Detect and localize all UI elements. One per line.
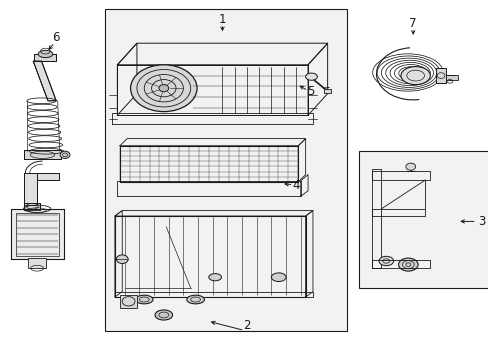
Text: 2: 2	[243, 319, 250, 332]
Polygon shape	[11, 209, 63, 259]
Polygon shape	[34, 54, 56, 61]
Polygon shape	[115, 292, 312, 297]
Polygon shape	[117, 65, 307, 115]
Ellipse shape	[155, 310, 172, 320]
Text: 6: 6	[52, 31, 60, 44]
Text: 4: 4	[291, 179, 299, 192]
Polygon shape	[371, 260, 429, 268]
Polygon shape	[307, 43, 327, 115]
Ellipse shape	[60, 151, 70, 158]
Polygon shape	[371, 209, 425, 216]
Polygon shape	[298, 139, 305, 182]
Ellipse shape	[271, 273, 285, 282]
Polygon shape	[117, 181, 300, 196]
Ellipse shape	[305, 73, 317, 80]
Text: 3: 3	[477, 215, 485, 228]
Ellipse shape	[398, 258, 417, 271]
Polygon shape	[115, 216, 305, 297]
Ellipse shape	[405, 163, 415, 170]
Polygon shape	[305, 211, 312, 297]
Polygon shape	[115, 211, 122, 297]
Ellipse shape	[159, 85, 168, 92]
Ellipse shape	[208, 274, 221, 281]
Ellipse shape	[116, 255, 128, 264]
Polygon shape	[371, 169, 381, 268]
Ellipse shape	[135, 295, 153, 304]
Bar	[120, 295, 137, 308]
Polygon shape	[300, 175, 307, 196]
Polygon shape	[24, 203, 40, 210]
Polygon shape	[24, 150, 61, 159]
Text: 7: 7	[408, 17, 416, 30]
Text: 5: 5	[306, 85, 314, 98]
Polygon shape	[37, 173, 59, 180]
Polygon shape	[24, 173, 37, 205]
Ellipse shape	[378, 256, 393, 266]
Polygon shape	[33, 61, 56, 101]
Polygon shape	[117, 43, 327, 65]
Polygon shape	[115, 211, 312, 216]
Polygon shape	[124, 217, 295, 227]
Polygon shape	[371, 171, 429, 180]
Bar	[445, 75, 457, 80]
Bar	[28, 258, 46, 268]
Polygon shape	[117, 43, 137, 115]
Text: 1: 1	[218, 13, 226, 26]
Polygon shape	[112, 113, 312, 124]
Polygon shape	[120, 146, 298, 182]
Ellipse shape	[186, 295, 204, 304]
Polygon shape	[120, 139, 305, 146]
Bar	[105, 9, 346, 331]
Bar	[359, 151, 488, 288]
Ellipse shape	[38, 50, 53, 58]
Ellipse shape	[130, 65, 197, 112]
Ellipse shape	[400, 67, 429, 85]
Polygon shape	[124, 227, 190, 288]
Bar	[16, 213, 59, 256]
Bar	[435, 68, 445, 83]
Bar	[324, 89, 330, 93]
